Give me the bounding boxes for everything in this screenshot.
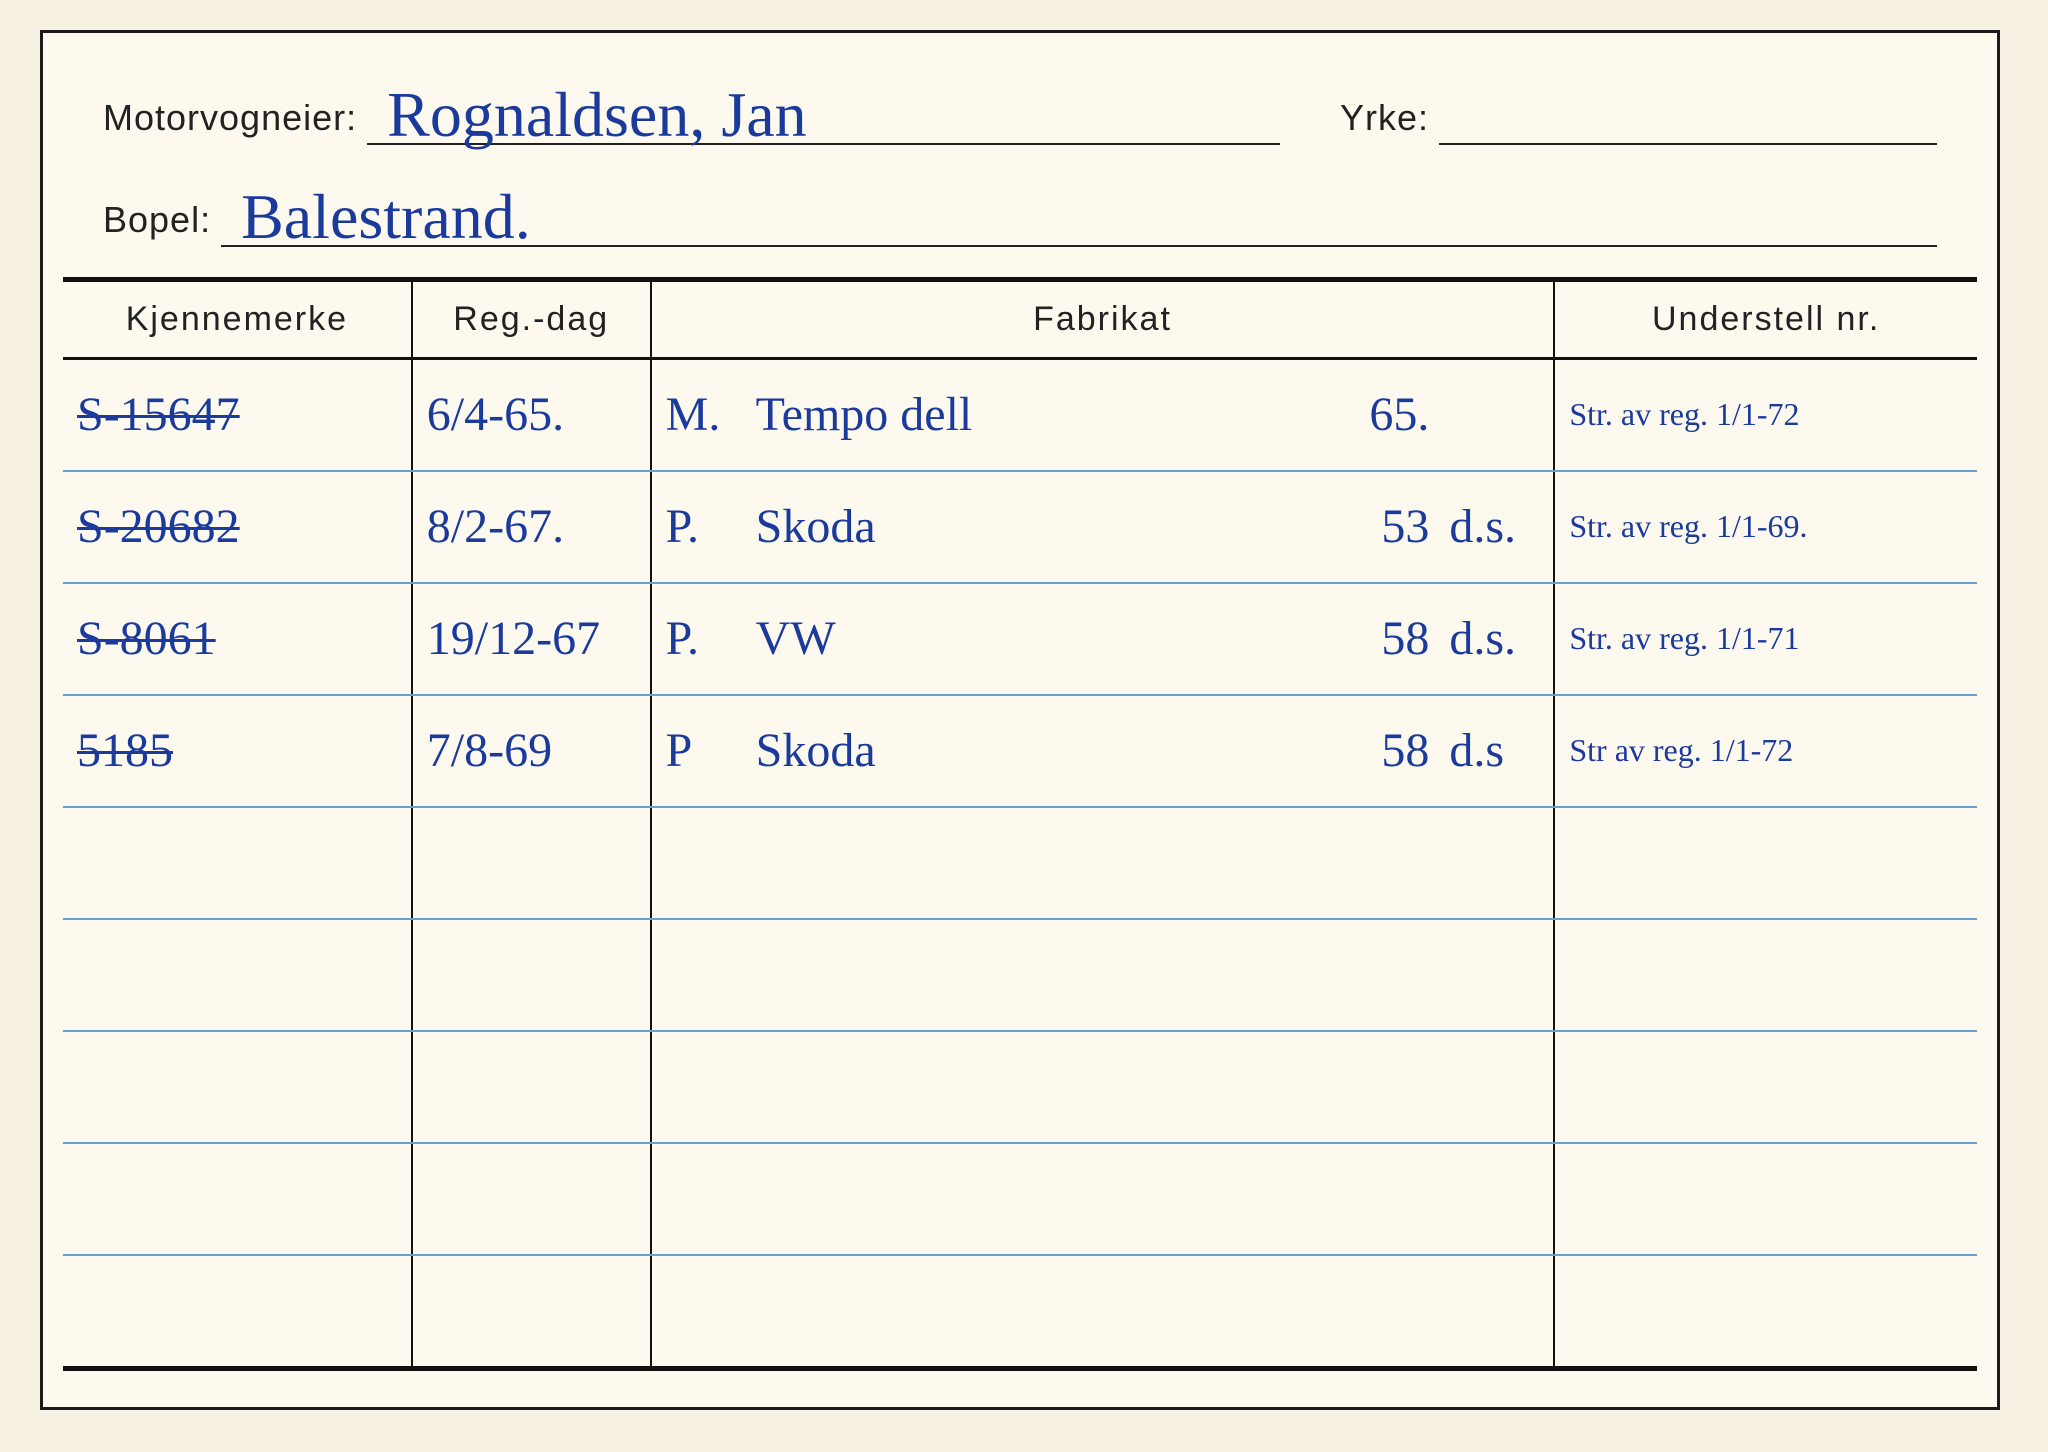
owner-value: Rognaldsen, Jan — [387, 83, 807, 147]
understell-note: Str. av reg. 1/1-69. — [1569, 510, 1963, 544]
understell-note: Str. av reg. 1/1-72 — [1569, 398, 1963, 432]
reg-dag-value: 19/12-67 — [427, 612, 600, 665]
fabrikat-year: 58 — [1349, 615, 1429, 663]
cell-empty — [1554, 1031, 1977, 1143]
fabrikat-type: P. — [666, 503, 756, 551]
cell-empty — [412, 1143, 651, 1255]
cell-empty — [63, 1031, 412, 1143]
col-kjennemerke: Kjennemerke — [63, 282, 412, 359]
table-row-empty — [63, 919, 1977, 1031]
cell-empty — [651, 807, 1555, 919]
col-understell: Understell nr. — [1554, 282, 1977, 359]
table-row-empty — [63, 1255, 1977, 1367]
kjennemerke-value: S-8061 — [77, 612, 216, 665]
fabrikat-ds: d.s — [1429, 727, 1539, 775]
registration-table: Kjennemerke Reg.-dag Fabrikat Understell… — [63, 282, 1977, 1368]
owner-row: Motorvogneier: Rognaldsen, Jan Yrke: — [103, 73, 1937, 145]
table-body: S-15647 6/4-65. M.Tempo dell65. Str. av reg… — [63, 359, 1977, 1368]
index-card: Motorvogneier: Rognaldsen, Jan Yrke: Bop… — [40, 30, 2000, 1410]
fabrikat-type: P — [666, 727, 756, 775]
kjennemerke-value: S-20682 — [77, 500, 240, 553]
cell-reg-dag: 19/12-67 — [412, 583, 651, 695]
table-row: S-8061 19/12-67 P.VW58d.s. Str. av reg. 1/1… — [63, 583, 1977, 695]
owner-label: Motorvogneier: — [103, 97, 357, 145]
cell-reg-dag: 6/4-65. — [412, 359, 651, 472]
residence-value: Balestrand. — [241, 185, 531, 249]
cell-kjennemerke: S-8061 — [63, 583, 412, 695]
cell-empty — [412, 807, 651, 919]
cell-understell: Str av reg. 1/1-72 — [1554, 695, 1977, 807]
fabrikat-type: M. — [666, 391, 756, 439]
cell-empty — [63, 807, 412, 919]
col-reg-dag: Reg.-dag — [412, 282, 651, 359]
cell-kjennemerke: 5185 — [63, 695, 412, 807]
cell-reg-dag: 7/8-69 — [412, 695, 651, 807]
cell-understell: Str. av reg. 1/1-71 — [1554, 583, 1977, 695]
table-row-empty — [63, 1031, 1977, 1143]
reg-dag-value: 7/8-69 — [427, 724, 552, 777]
kjennemerke-value: 5185 — [77, 724, 173, 777]
residence-row: Bopel: Balestrand. — [103, 175, 1937, 247]
cell-empty — [63, 1255, 412, 1367]
table-row: S-15647 6/4-65. M.Tempo dell65. Str. av reg… — [63, 359, 1977, 472]
cell-fabrikat: P.Skoda53d.s. — [651, 471, 1555, 583]
residence-field: Balestrand. — [221, 175, 1937, 247]
cell-kjennemerke: S-15647 — [63, 359, 412, 472]
cell-empty — [651, 919, 1555, 1031]
cell-empty — [651, 1143, 1555, 1255]
fabrikat-type: P. — [666, 615, 756, 663]
cell-fabrikat: P.VW58d.s. — [651, 583, 1555, 695]
fabrikat-year: 53 — [1349, 503, 1429, 551]
fabrikat-ds: d.s. — [1429, 615, 1539, 663]
fabrikat-name: Tempo dell — [756, 391, 1350, 439]
cell-empty — [1554, 1255, 1977, 1367]
table-row-empty — [63, 1143, 1977, 1255]
understell-note: Str. av reg. 1/1-71 — [1569, 622, 1963, 656]
cell-empty — [412, 919, 651, 1031]
owner-field: Rognaldsen, Jan — [367, 73, 1280, 145]
cell-understell: Str. av reg. 1/1-72 — [1554, 359, 1977, 472]
fabrikat-year: 58 — [1349, 727, 1429, 775]
cell-fabrikat: M.Tempo dell65. — [651, 359, 1555, 472]
fabrikat-name: VW — [756, 615, 1350, 663]
residence-label: Bopel: — [103, 199, 211, 247]
card-header: Motorvogneier: Rognaldsen, Jan Yrke: Bop… — [63, 73, 1977, 247]
occupation-field — [1439, 73, 1937, 145]
cell-fabrikat: PSkoda58d.s — [651, 695, 1555, 807]
cell-empty — [1554, 919, 1977, 1031]
fabrikat-wrap: P.VW58d.s. — [666, 615, 1540, 663]
cell-understell: Str. av reg. 1/1-69. — [1554, 471, 1977, 583]
table-head: Kjennemerke Reg.-dag Fabrikat Understell… — [63, 282, 1977, 359]
fabrikat-wrap: PSkoda58d.s — [666, 727, 1540, 775]
reg-dag-value: 8/2-67. — [427, 500, 564, 553]
cell-empty — [651, 1255, 1555, 1367]
cell-empty — [651, 1031, 1555, 1143]
table-header-row: Kjennemerke Reg.-dag Fabrikat Understell… — [63, 282, 1977, 359]
kjennemerke-value: S-15647 — [77, 388, 240, 441]
fabrikat-wrap: M.Tempo dell65. — [666, 391, 1540, 439]
fabrikat-name: Skoda — [756, 503, 1350, 551]
col-fabrikat: Fabrikat — [651, 282, 1555, 359]
cell-empty — [1554, 807, 1977, 919]
cell-empty — [63, 919, 412, 1031]
occupation-label: Yrke: — [1340, 97, 1429, 145]
fabrikat-name: Skoda — [756, 727, 1350, 775]
table-row: S-20682 8/2-67. P.Skoda53d.s. Str. av reg. … — [63, 471, 1977, 583]
cell-empty — [63, 1143, 412, 1255]
reg-dag-value: 6/4-65. — [427, 388, 564, 441]
fabrikat-wrap: P.Skoda53d.s. — [666, 503, 1540, 551]
cell-empty — [412, 1255, 651, 1367]
fabrikat-ds: d.s. — [1429, 503, 1539, 551]
cell-empty — [1554, 1143, 1977, 1255]
table-row: 5185 7/8-69 PSkoda58d.s Str av reg. 1/1-72 — [63, 695, 1977, 807]
cell-reg-dag: 8/2-67. — [412, 471, 651, 583]
cell-empty — [412, 1031, 651, 1143]
understell-note: Str av reg. 1/1-72 — [1569, 734, 1963, 768]
fabrikat-year: 65. — [1349, 391, 1429, 439]
table-row-empty — [63, 807, 1977, 919]
cell-kjennemerke: S-20682 — [63, 471, 412, 583]
